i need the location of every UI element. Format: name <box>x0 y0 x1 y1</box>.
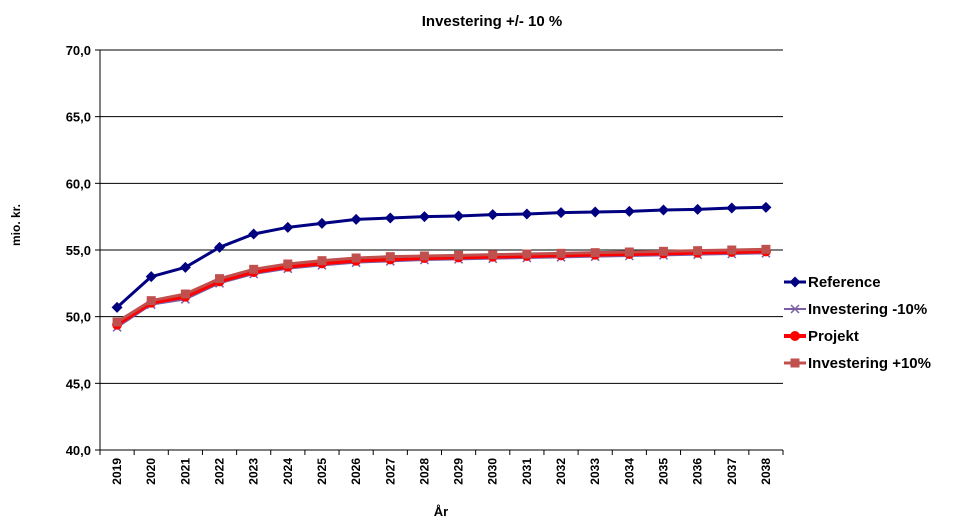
data-point <box>215 274 225 284</box>
legend-label: Reference <box>808 274 881 291</box>
data-point <box>419 251 429 261</box>
x-tick-label: 2026 <box>349 458 363 485</box>
x-tick-label: 2021 <box>178 458 192 485</box>
data-point <box>453 210 465 222</box>
data-point <box>790 304 800 314</box>
data-point <box>789 276 801 288</box>
legend: Reference Investering -10% Projekt Invester… <box>784 274 931 372</box>
data-point <box>624 247 634 257</box>
data-point <box>350 213 362 225</box>
data-point <box>692 203 704 215</box>
data-point <box>589 206 601 218</box>
data-point <box>761 244 771 254</box>
data-point <box>316 217 328 229</box>
x-tick-label: 2023 <box>247 458 261 485</box>
series-line <box>116 247 766 324</box>
data-point <box>384 212 396 224</box>
data-point <box>657 204 669 216</box>
data-point <box>317 256 327 266</box>
y-tick-label: 60,0 <box>66 176 91 191</box>
x-tick-label: 2025 <box>315 458 329 485</box>
data-point <box>790 358 800 368</box>
x-tick-label: 2031 <box>520 458 534 485</box>
data-point <box>351 253 361 263</box>
x-tick-label: 2037 <box>725 458 739 485</box>
data-point <box>726 202 738 214</box>
x-tick-label: 2035 <box>656 458 670 485</box>
legend-label: Investering -10% <box>808 301 927 318</box>
y-tick-label: 50,0 <box>66 310 91 325</box>
data-point <box>658 246 668 256</box>
legend-item: Investering -10% <box>784 301 927 318</box>
x-tick-label: 2022 <box>213 458 227 485</box>
series-4 <box>112 244 771 327</box>
x-tick-label: 2027 <box>383 458 397 485</box>
data-point <box>112 317 122 327</box>
legend-item: Investering +10% <box>784 355 931 372</box>
data-point <box>522 249 532 259</box>
x-tick-label: 2033 <box>588 458 602 485</box>
y-axis-label: mio. kr. <box>9 204 23 246</box>
data-point <box>249 264 259 274</box>
data-point <box>282 221 294 233</box>
data-point <box>146 296 156 306</box>
data-point <box>693 246 703 256</box>
data-point-stroke <box>790 304 800 314</box>
data-point <box>283 259 293 269</box>
y-tick-label: 40,0 <box>66 443 91 458</box>
x-tick-labels: 2019 2020 2021 2022 2023 2024 2025 2026 2027 2028… <box>110 458 773 485</box>
x-tick-label: 2036 <box>691 458 705 485</box>
data-point <box>180 289 190 299</box>
data-point <box>760 201 772 213</box>
x-tick-label: 2029 <box>452 458 466 485</box>
y-tick-label: 70,0 <box>66 43 91 58</box>
x-axis-label: År <box>434 504 448 519</box>
data-point <box>385 252 395 262</box>
x-tick-label: 2030 <box>486 458 500 485</box>
y-tick-label: 45,0 <box>66 376 91 391</box>
data-point <box>454 250 464 260</box>
legend-label: Projekt <box>808 328 859 345</box>
data-point <box>111 301 123 313</box>
data-point <box>418 211 430 223</box>
x-tick-label: 2034 <box>622 458 636 485</box>
data-point <box>590 248 600 258</box>
x-tick-label: 2024 <box>281 458 295 485</box>
axes <box>95 49 784 455</box>
series-group <box>111 201 772 332</box>
series-line <box>115 249 766 327</box>
x-tick-label: 2038 <box>759 458 773 485</box>
data-point <box>556 248 566 258</box>
data-point <box>145 271 157 283</box>
series-line <box>116 205 766 309</box>
data-point <box>179 261 191 273</box>
data-point <box>248 228 260 240</box>
series-2 <box>112 248 771 332</box>
y-tick-label: 55,0 <box>66 243 91 258</box>
data-point <box>487 209 499 221</box>
y-tick-label: 65,0 <box>66 110 91 125</box>
chart-title: Investering +/- 10 % <box>422 13 562 30</box>
data-point <box>623 205 635 217</box>
data-point <box>488 250 498 260</box>
legend-item: Projekt <box>784 328 859 345</box>
data-point <box>790 331 800 341</box>
x-tick-label: 2020 <box>144 458 158 485</box>
data-point <box>214 241 226 253</box>
x-tick-label: 2032 <box>554 458 568 485</box>
data-point <box>727 245 737 255</box>
data-point <box>521 208 533 220</box>
legend-label: Investering +10% <box>808 355 931 372</box>
x-tick-label: 2019 <box>110 458 124 485</box>
data-point <box>555 207 567 219</box>
series-1 <box>111 201 772 313</box>
legend-item: Reference <box>784 274 881 291</box>
y-tick-labels: 40,0 45,0 50,0 55,0 60,0 65,0 70,0 <box>66 43 91 458</box>
x-tick-label: 2028 <box>417 458 431 485</box>
